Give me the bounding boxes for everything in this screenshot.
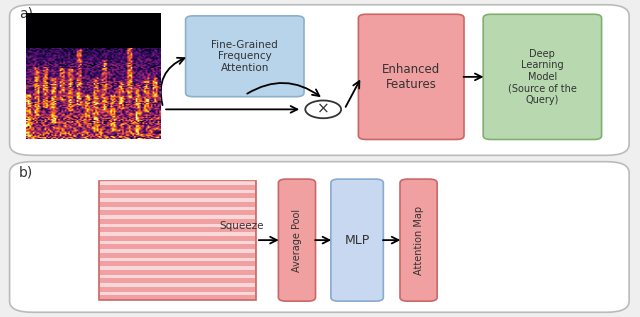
FancyBboxPatch shape: [10, 162, 629, 312]
Text: MLP: MLP: [344, 234, 370, 247]
Text: Fine-Grained
Frequency
Attention: Fine-Grained Frequency Attention: [211, 40, 278, 73]
Circle shape: [305, 100, 341, 118]
FancyBboxPatch shape: [400, 179, 437, 301]
Bar: [100, 292, 255, 295]
FancyBboxPatch shape: [186, 16, 304, 97]
Text: Attention Map: Attention Map: [413, 205, 424, 275]
Bar: [100, 181, 255, 185]
FancyBboxPatch shape: [358, 14, 464, 139]
Bar: [100, 215, 255, 219]
Bar: [100, 249, 255, 253]
Bar: [100, 241, 255, 244]
Text: Squeeze: Squeeze: [220, 221, 264, 231]
Bar: [100, 258, 255, 261]
FancyBboxPatch shape: [10, 5, 629, 155]
Bar: [100, 224, 255, 227]
FancyBboxPatch shape: [331, 179, 383, 301]
Text: Enhanced
Features: Enhanced Features: [382, 63, 440, 91]
Text: Deep
Learning
Model
(Source of the
Query): Deep Learning Model (Source of the Query…: [508, 49, 577, 105]
Text: a): a): [19, 7, 33, 21]
Bar: [100, 198, 255, 202]
Text: ×: ×: [317, 102, 330, 117]
Bar: [100, 207, 255, 210]
Bar: [100, 190, 255, 193]
Bar: [100, 275, 255, 278]
Bar: [100, 232, 255, 236]
Bar: [100, 266, 255, 270]
FancyBboxPatch shape: [99, 181, 256, 300]
FancyBboxPatch shape: [483, 14, 602, 139]
Text: b): b): [19, 165, 33, 179]
Bar: [100, 283, 255, 287]
FancyBboxPatch shape: [278, 179, 316, 301]
Text: Average Pool: Average Pool: [292, 209, 302, 272]
